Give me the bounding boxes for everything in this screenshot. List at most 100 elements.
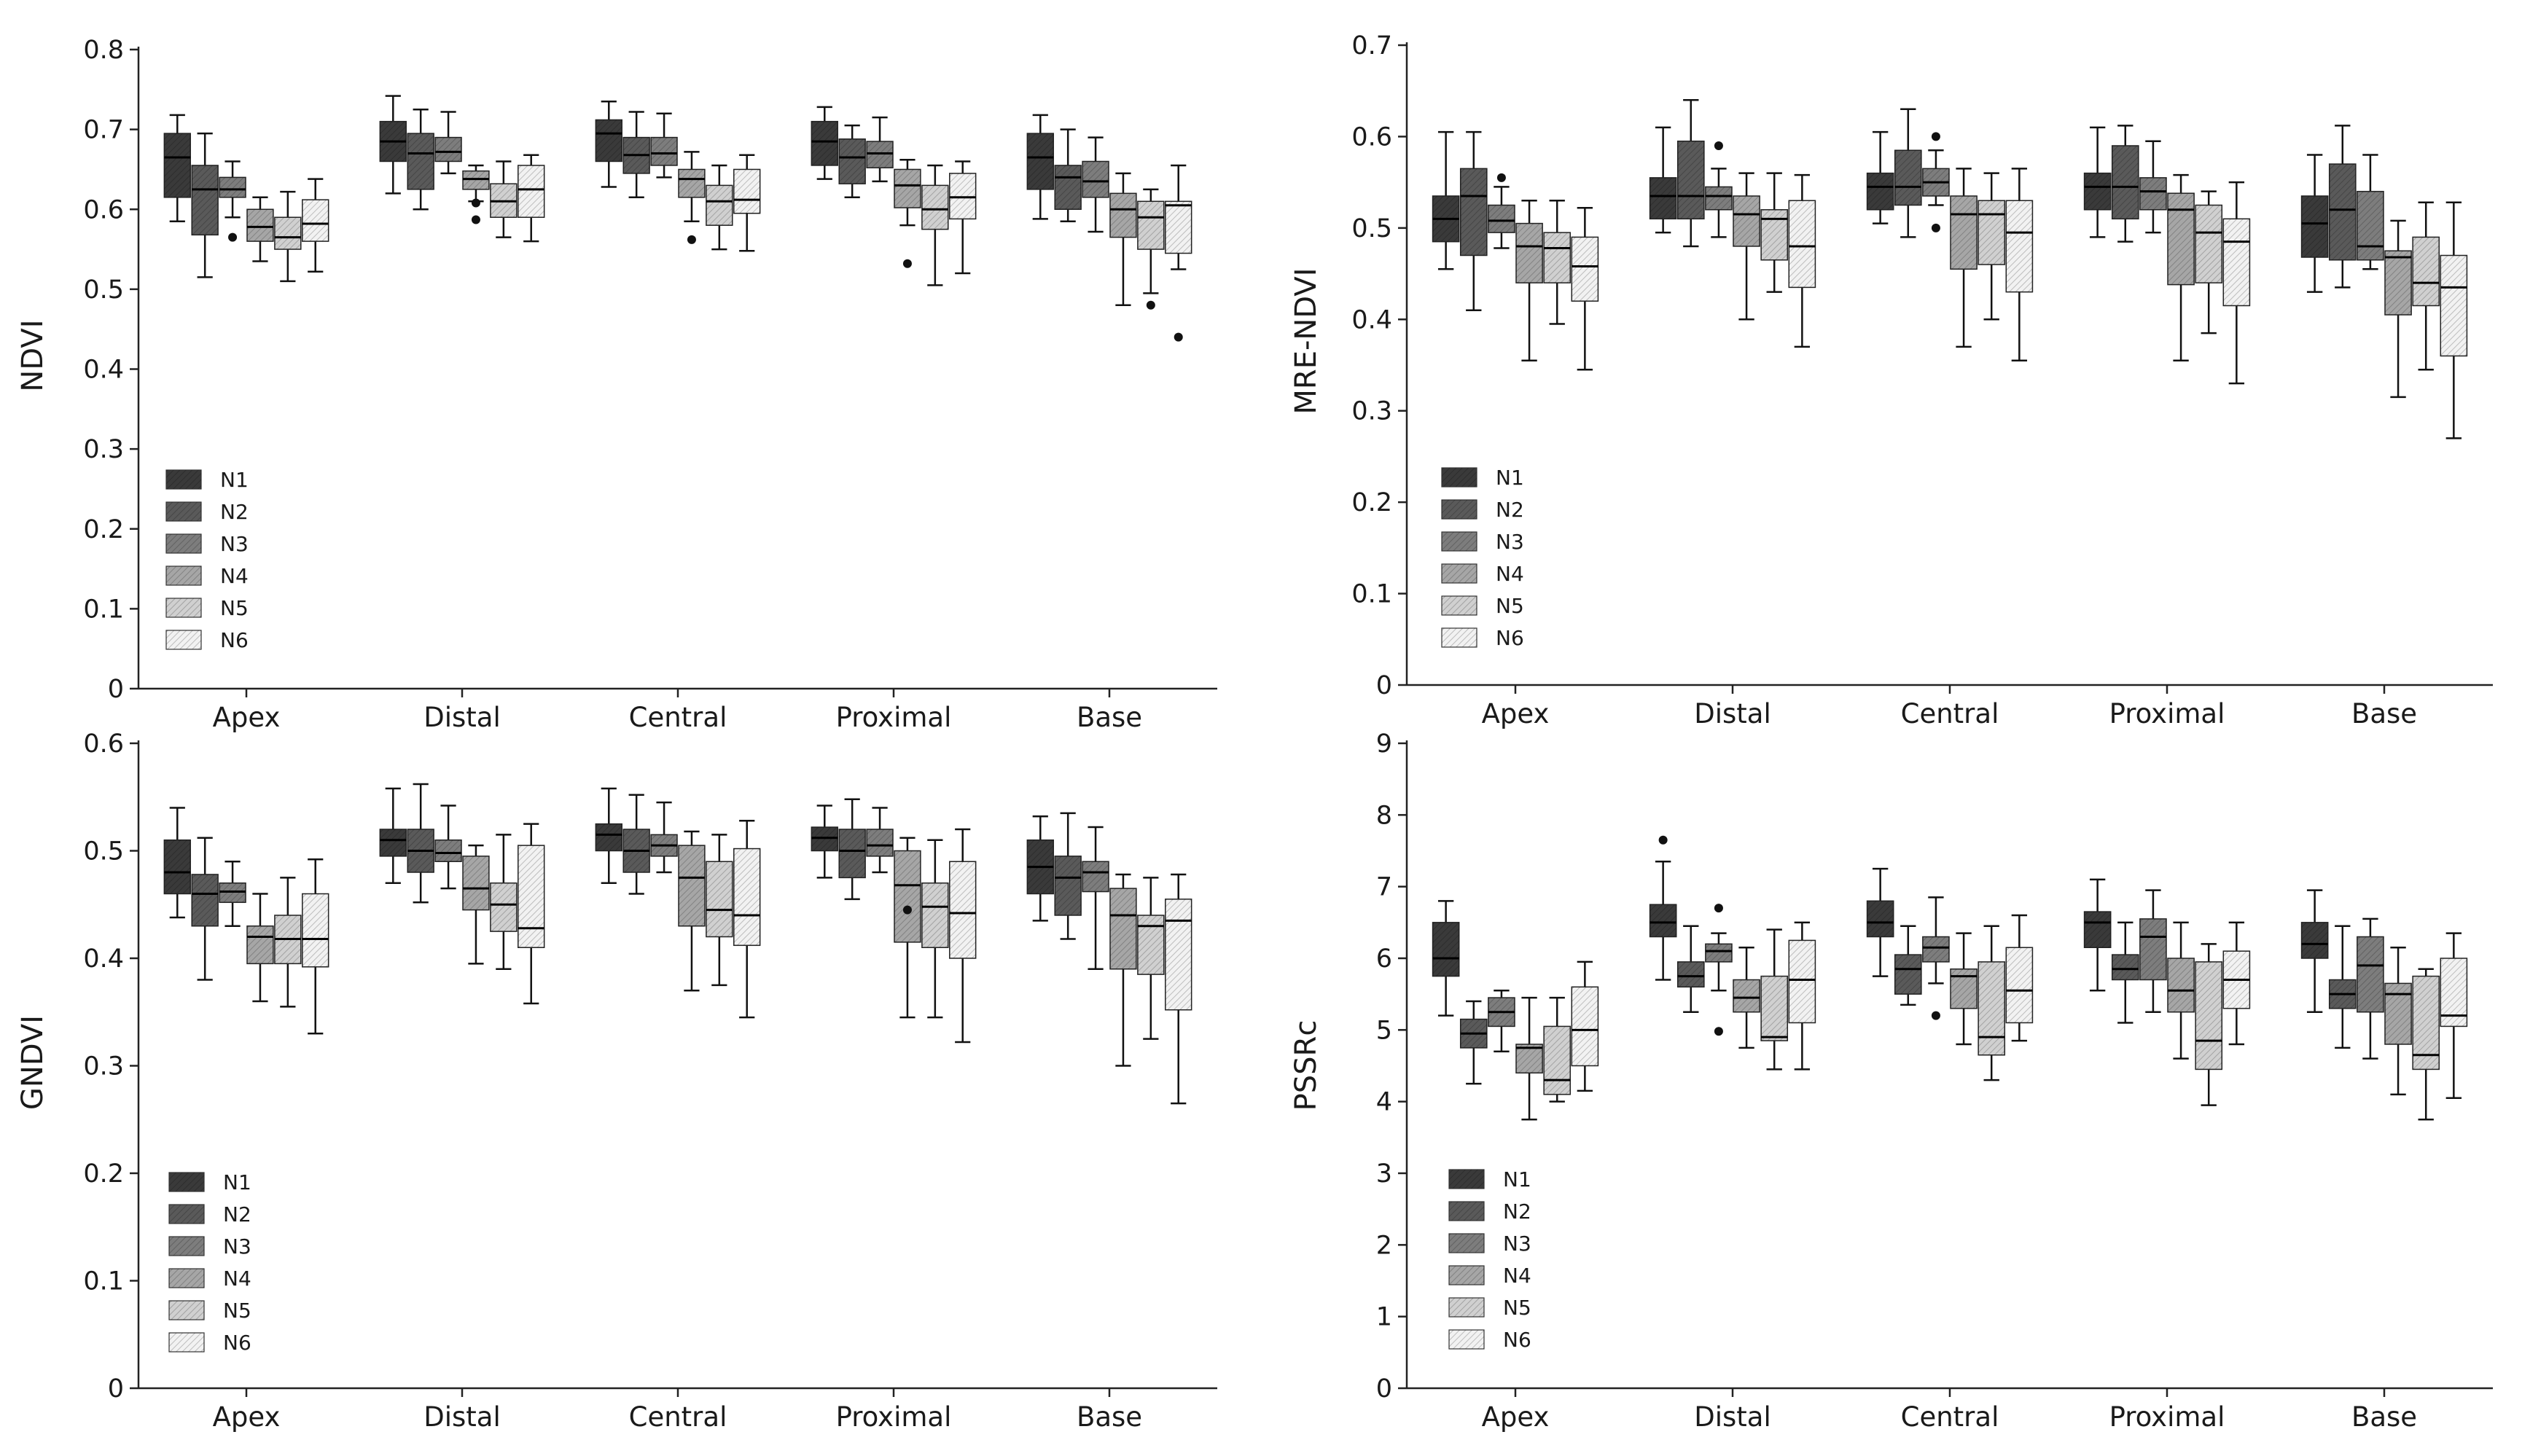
box-n4-apex (246, 893, 274, 1003)
box-n6-central (733, 154, 761, 252)
box-n1-apex (163, 807, 191, 919)
box-n4-base (1109, 873, 1137, 1067)
box-n3-proximal (2139, 140, 2167, 234)
legend-label: N3 (1496, 530, 1524, 554)
box-n1-proximal (811, 805, 838, 879)
y-tick-label: 9 (1376, 729, 1392, 759)
legend-swatch-hatch (1449, 1202, 1484, 1221)
legend-swatch-hatch (1442, 532, 1477, 551)
box-n5-proximal (921, 164, 949, 286)
iqr-box-hatch (1705, 944, 1732, 962)
y-tick-label: 0.6 (83, 729, 124, 759)
iqr-box-hatch (2195, 205, 2222, 283)
iqr-box-hatch (2357, 191, 2384, 260)
iqr-box-hatch (706, 861, 733, 937)
iqr-box-hatch (2168, 193, 2195, 285)
iqr-box-hatch (192, 165, 219, 235)
box-n6-central (2005, 168, 2034, 361)
box-n6-apex (1571, 207, 1599, 371)
legend-swatch-hatch (169, 1173, 204, 1191)
box-n3-apex (1488, 990, 1515, 1053)
mre-ndvi-y-axis-label: MRE-NDVI (1289, 267, 1323, 414)
box-n1-central (595, 787, 622, 884)
legend-swatch-hatch (1449, 1170, 1484, 1189)
iqr-box-hatch (2139, 177, 2166, 210)
panel-ndvi: NDVI 0 0.1 0.2 0.3 0.4 0.5 0.6 0.7 0.8 Apex Distal… (16, 36, 1217, 733)
legend-label: N3 (220, 532, 249, 556)
iqr-box-hatch (302, 200, 329, 242)
iqr-box-hatch (1867, 901, 1894, 937)
iqr-box-hatch (1082, 861, 1109, 892)
box-n6-base (1165, 873, 1192, 1105)
box-n5-distal (490, 834, 518, 970)
legend-label: N5 (1496, 594, 1524, 618)
box-n6-central (2005, 914, 2034, 1042)
iqr-box-hatch (839, 138, 866, 184)
iqr-box-hatch (811, 121, 838, 165)
y-tick-label: 0.3 (1351, 397, 1392, 426)
y-tick-label: 0.2 (83, 1159, 124, 1189)
iqr-box-hatch (2112, 145, 2139, 219)
x-category-label: Distal (423, 702, 501, 733)
iqr-box-hatch (1572, 237, 1598, 302)
iqr-box-hatch (1650, 177, 1676, 219)
x-category-label: Distal (423, 1401, 501, 1433)
box-n6-proximal (949, 828, 977, 1044)
iqr-box-hatch (1516, 1044, 1543, 1073)
box-n6-apex (1571, 960, 1599, 1092)
box-n1-proximal (2083, 878, 2112, 992)
y-tick-label: 0.5 (1351, 214, 1392, 243)
x-category-label: Central (629, 702, 727, 733)
box-n6-apex (302, 178, 329, 273)
legend-label: N1 (223, 1170, 251, 1194)
legend-label: N2 (220, 500, 249, 524)
box-n1-distal (379, 787, 407, 884)
y-tick-label: 0 (108, 1374, 124, 1404)
iqr-box-hatch (1951, 968, 1978, 1009)
box-n2-distal (407, 783, 434, 904)
iqr-box-hatch (2329, 164, 2356, 260)
box-n2-proximal (838, 798, 866, 901)
legend-swatch-hatch (1442, 628, 1477, 647)
box-n2-proximal (2111, 921, 2139, 1024)
outlier-point (1931, 132, 1940, 141)
x-category-label: Central (1901, 1401, 1999, 1433)
box-n6-distal (1788, 921, 1816, 1071)
y-tick-label: 0.3 (83, 435, 124, 464)
iqr-box-hatch (1733, 979, 1760, 1012)
iqr-box-hatch (192, 874, 219, 926)
outlier-point (1146, 300, 1155, 310)
box-n5-proximal (2195, 943, 2223, 1106)
iqr-box-hatch (2413, 976, 2440, 1070)
box-n1-central (1866, 867, 1894, 977)
x-category-label: Proximal (2109, 698, 2225, 729)
box-n1-base (2300, 154, 2329, 293)
outlier-point (1931, 223, 1940, 232)
iqr-box-hatch (1165, 899, 1192, 1010)
box-n2-central (1894, 108, 1922, 238)
iqr-box-hatch (733, 848, 760, 946)
box-n5-central (1978, 925, 2006, 1081)
iqr-box-hatch (921, 882, 948, 948)
box-n3-distal (1705, 904, 1733, 1036)
box-n3-proximal (866, 807, 894, 874)
gndvi-y-axis-label: GNDVI (16, 1015, 50, 1110)
box-n1-proximal (2083, 126, 2112, 238)
iqr-box-hatch (2195, 961, 2222, 1070)
legend-swatch-hatch (1449, 1330, 1484, 1349)
box-n2-central (1894, 925, 1922, 1006)
iqr-box-hatch (2006, 200, 2033, 292)
iqr-box-hatch (490, 882, 517, 932)
iqr-box-hatch (1027, 133, 1054, 189)
legend: N1 N2 N3 N4 N5 N6 (168, 1170, 251, 1355)
y-tick-label: 1 (1376, 1303, 1392, 1332)
box-n2-proximal (838, 124, 866, 199)
outlier-point (1714, 904, 1723, 913)
box-n3-central (1922, 896, 1950, 1020)
iqr-box-hatch (839, 829, 866, 878)
y-tick-label: 0.4 (1351, 305, 1392, 334)
legend-label: N6 (1496, 626, 1524, 650)
legend-label: N2 (1496, 498, 1524, 522)
y-tick-label: 0 (1376, 1374, 1392, 1404)
box-n2-distal (407, 108, 434, 211)
